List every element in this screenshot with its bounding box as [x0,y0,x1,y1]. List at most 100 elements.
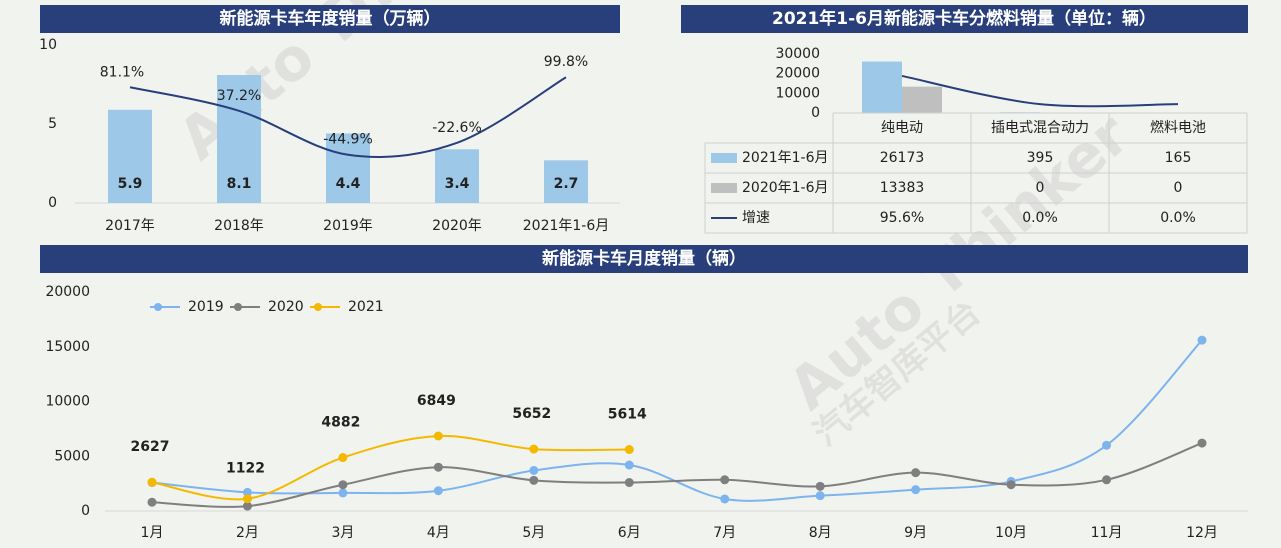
line [901,74,1179,108]
legend-label: 2020年1-6月 [742,180,829,196]
y-tick-label: 30000 [775,46,820,62]
y-tick-label: 5 [48,116,57,132]
marker [1102,475,1112,485]
x-tick-label: 2月 [236,525,259,541]
marker [433,486,443,496]
x-tick-label: 11月 [1091,525,1123,541]
table-cell: 13383 [880,180,925,196]
y-tick-label: 5000 [54,448,90,464]
x-tick-label: 7月 [713,525,736,541]
header-bar [681,5,1248,33]
x-tick-label: 9月 [904,525,927,541]
line-label: 37.2% [217,88,261,104]
marker [433,462,443,472]
table-cell: 395 [1027,150,1054,166]
marker [529,465,539,475]
marker [338,488,348,498]
legend-swatch [234,303,242,311]
data-label: 4882 [321,415,360,431]
x-tick-label: 2021年1-6月 [523,218,610,234]
marker [147,477,157,487]
data-label: 6849 [417,393,456,409]
marker [1102,440,1112,450]
header-bar [40,5,620,33]
table-cell: 0 [1036,180,1045,196]
x-tick-label: 3月 [331,525,354,541]
bar-label: 3.4 [445,176,470,192]
marker [720,494,730,504]
bar-label: 5.9 [118,176,143,192]
header-bar [40,245,1248,273]
table-header: 插电式混合动力 [991,120,1089,136]
x-tick-label: 2017年 [105,218,155,234]
marker [624,445,634,455]
x-tick-label: 4月 [427,525,450,541]
table-cell: 0.0% [1022,210,1058,226]
legend-swatch [711,153,737,163]
legend-swatch [154,303,162,311]
table-header: 纯电动 [881,120,923,136]
marker [720,475,730,485]
data-label: 5652 [512,406,551,422]
chart-title: 新能源卡车月度销量（辆） [542,248,746,269]
chart-title: 新能源卡车年度销量（万辆） [220,8,441,29]
bar [902,86,942,113]
marker [529,444,539,454]
marker [911,468,921,478]
y-tick-label: 0 [81,503,90,519]
bar-label: 2.7 [554,176,579,192]
y-tick-label: 10000 [45,394,90,410]
marker [242,501,252,511]
marker [815,491,825,501]
x-tick-label: 1月 [141,525,164,541]
y-tick-label: 0 [48,195,57,211]
x-tick-label: 8月 [809,525,832,541]
line [151,339,1203,502]
y-tick-label: 15000 [45,339,90,355]
x-tick-label: 10月 [995,525,1027,541]
marker [147,497,157,507]
legend-label: 2020 [268,299,304,315]
marker [338,480,348,490]
legend-label: 2021 [348,299,384,315]
marker [433,431,443,441]
line-label: -22.6% [432,120,482,136]
bar [862,61,902,113]
table-cell: 165 [1165,150,1192,166]
marker [242,494,252,504]
line [151,434,630,501]
y-tick-label: 0 [811,105,820,121]
x-tick-label: 2020年 [432,218,482,234]
table-cell: 26173 [880,150,925,166]
data-label: 5614 [608,407,647,423]
x-tick-label: 2019年 [323,218,373,234]
y-tick-label: 20000 [45,284,90,300]
marker [338,453,348,463]
data-label: 1122 [226,461,265,477]
line-label: 81.1% [100,64,144,80]
marker [815,481,825,491]
marker [1006,480,1016,490]
y-tick-label: 10000 [775,85,820,101]
table-cell: 0.0% [1160,210,1196,226]
line-label: 99.8% [544,54,588,70]
line [129,76,567,158]
bar [326,133,370,203]
line [151,442,1203,508]
y-tick-label: 10 [39,37,57,53]
marker [242,487,252,497]
bar [544,160,588,203]
marker [911,485,921,495]
bar-label: 4.4 [336,176,361,192]
line-label: -44.9% [323,132,373,148]
legend-label: 增速 [742,210,770,226]
chart-title: 2021年1-6月新能源卡车分燃料销量（单位：辆） [772,8,1156,29]
table-cell: 0 [1174,180,1183,196]
marker [1197,335,1207,345]
table-cell: 95.6% [880,210,924,226]
data-label: 2627 [131,439,170,455]
legend-label: 2019 [188,299,224,315]
marker [529,475,539,485]
marker [624,478,634,488]
